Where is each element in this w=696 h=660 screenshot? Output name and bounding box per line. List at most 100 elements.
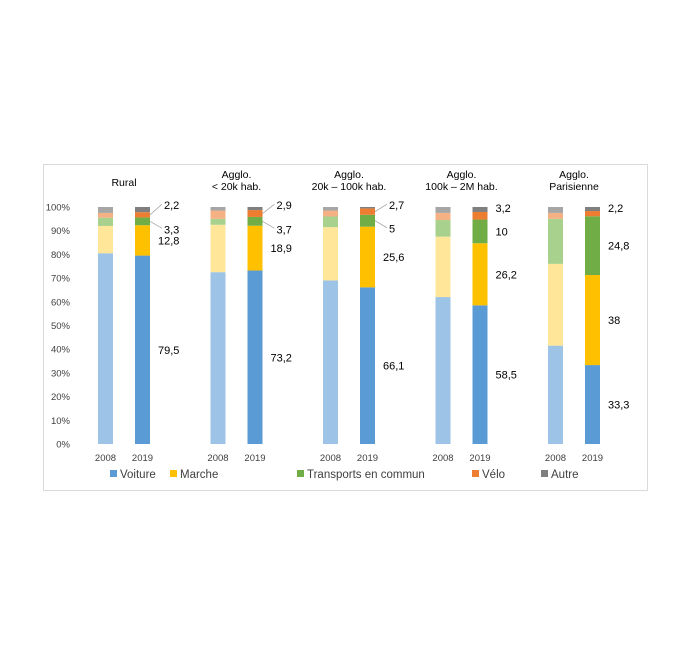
bar-segment (585, 275, 600, 366)
y-tick-label: 100% (46, 203, 71, 214)
data-label: 25,6 (383, 252, 404, 264)
bar-segment (548, 212, 563, 219)
legend-swatch (297, 470, 304, 477)
bar-segment (98, 225, 113, 254)
bar-segment (135, 225, 150, 256)
group-title: 100k – 2M hab. (425, 181, 497, 193)
y-tick-label: 90% (51, 226, 71, 237)
data-label: 10 (496, 226, 508, 238)
bar-segment (360, 214, 375, 227)
x-tick-label: 2008 (95, 453, 116, 464)
bar-segment (548, 207, 563, 213)
bar-segment (472, 305, 488, 444)
bar-segment (247, 216, 263, 226)
legend-label: Transports en commun (307, 469, 425, 481)
data-label: 58,5 (496, 370, 517, 382)
legend: Voiture Marche Transports en commun Vélo Aut… (110, 469, 579, 481)
legend-label: Marche (180, 469, 218, 481)
bar-segment (435, 212, 451, 221)
data-label: 79,5 (158, 345, 179, 357)
bar-segment (472, 207, 488, 212)
bar-segment (247, 210, 263, 217)
chart-frame: 0% 10% 20% 30% 40% 50% 60% 70% 80% 90% 100% 79,5 12… (43, 164, 648, 491)
legend-label: Autre (551, 469, 579, 481)
y-tick-label: 20% (51, 392, 71, 403)
data-label: 66,1 (383, 361, 404, 373)
y-tick-label: 30% (51, 368, 71, 379)
bar-segment (98, 207, 113, 213)
data-label: 24,8 (608, 241, 629, 253)
bar-segment (585, 207, 600, 212)
x-tick-label: 2019 (357, 453, 378, 464)
bar-segment (247, 225, 263, 271)
bar-segment (548, 345, 563, 444)
x-tick-label: 2019 (244, 453, 265, 464)
bar-segment (435, 220, 451, 237)
y-tick-label: 50% (51, 321, 71, 332)
bar-segment (360, 287, 375, 444)
data-label: 3,3 (164, 224, 179, 236)
bar-segment (323, 210, 338, 217)
legend-swatch (110, 470, 117, 477)
group-title: < 20k hab. (212, 181, 261, 193)
leader-line (262, 203, 275, 214)
bar-segment (585, 211, 600, 217)
x-tick-label: 2019 (582, 453, 603, 464)
data-label: 3,2 (496, 203, 511, 215)
leader-line (374, 220, 388, 229)
bar-segment (135, 255, 150, 444)
leader-line (262, 220, 275, 229)
y-tick-label: 0% (56, 440, 70, 451)
group-title: Agglo. (334, 169, 364, 181)
bar-segment (98, 253, 113, 444)
leader-line (374, 203, 388, 212)
y-tick-label: 60% (51, 297, 71, 308)
bar-segment (323, 216, 338, 228)
data-label: 73,2 (271, 352, 292, 364)
bar-segment (548, 218, 563, 264)
bar-segment (585, 365, 600, 444)
group-title: Agglo. (222, 169, 252, 181)
data-labels: 79,5 12,83,3 2,2 73,2 18,9 3,7 2,9 66,1 25,6 5 2,7… (149, 200, 629, 412)
data-label: 2,7 (389, 200, 404, 212)
legend-label: Voiture (120, 469, 156, 481)
x-tick-label: 2019 (469, 453, 490, 464)
x-tick-label: 2008 (207, 453, 228, 464)
bar-segment (435, 297, 451, 444)
data-label: 12,8 (158, 235, 179, 247)
bar-segment (472, 211, 488, 220)
bar-segment (247, 207, 263, 211)
x-tick-label: 2008 (545, 453, 566, 464)
data-label: 26,2 (496, 269, 517, 281)
y-tick-label: 70% (51, 274, 71, 285)
bar-segment (210, 218, 226, 225)
data-label: 3,7 (277, 224, 292, 236)
x-tick-label: 2008 (320, 453, 341, 464)
bar-segment (210, 207, 226, 211)
legend-swatch (472, 470, 479, 477)
bar-segment (98, 217, 113, 226)
group-title: Rural (111, 177, 136, 189)
bar-segment (323, 207, 338, 211)
leader-line (149, 203, 163, 216)
y-axis: 0% 10% 20% 30% 40% 50% 60% 70% 80% 90% 100% (46, 203, 71, 451)
bar-segment (360, 208, 375, 215)
data-label: 33,3 (608, 400, 629, 412)
bar-segment (323, 227, 338, 281)
bar-segment (247, 270, 263, 444)
bar-segment (548, 263, 563, 346)
group-title: Agglo. (447, 169, 477, 181)
group-title: Agglo. (559, 169, 589, 181)
leader-line (149, 220, 163, 229)
bars (98, 207, 600, 444)
bar-segment (135, 217, 150, 226)
bar-segment (98, 212, 113, 218)
bar-segment (360, 226, 375, 288)
bar-segment (210, 210, 226, 219)
data-label: 38 (608, 315, 620, 327)
x-tick-label: 2008 (432, 453, 453, 464)
bar-segment (135, 207, 150, 213)
data-label: 2,9 (277, 200, 292, 212)
x-axis: 2008 2019 2008 2019 2008 2019 2008 2019 2008 2019 (95, 453, 603, 464)
